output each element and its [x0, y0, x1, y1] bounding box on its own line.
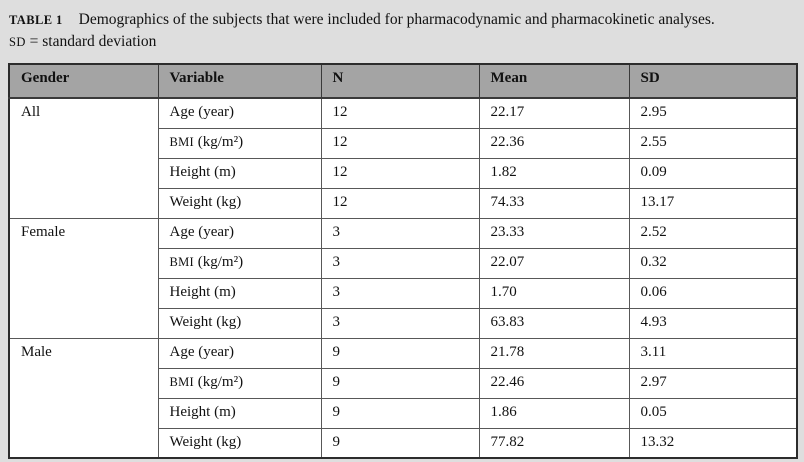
table-row: BMI (kg/m²) 9 22.46 2.97 [9, 367, 798, 399]
variable-cell: Age (year) [157, 217, 322, 249]
table-caption-label: TABLE 1 [9, 13, 63, 27]
col-header-gender: Gender [8, 63, 159, 99]
gender-cell-female: Female [8, 217, 159, 339]
variable-cell: Age (year) [157, 97, 322, 129]
table-row: Male Age (year) 9 21.78 3.11 [8, 337, 798, 459]
table-row: Weight (kg) 3 63.83 4.93 [9, 307, 798, 339]
mean-cell: 1.86 [478, 397, 630, 429]
table-header-row: Gender Variable N Mean SD [8, 63, 798, 99]
mean-cell: 22.17 [478, 97, 630, 129]
table-row: Weight (kg) 9 77.82 13.32 [9, 427, 798, 459]
sd-cell: 2.55 [628, 127, 798, 159]
variable-label: Height (m) [169, 163, 236, 180]
sd-cell: 13.17 [628, 187, 798, 219]
variable-label: (kg/m²) [194, 133, 244, 150]
gender-cell-all: All [8, 97, 159, 219]
sd-cell: 2.52 [628, 217, 798, 249]
variable-cell: Weight (kg) [157, 307, 322, 339]
mean-cell: 74.33 [478, 187, 630, 219]
variable-label: Height (m) [169, 283, 236, 300]
variable-label: Age (year) [169, 343, 235, 360]
sd-cell: 3.11 [628, 337, 798, 369]
variable-label: Age (year) [169, 223, 235, 240]
sd-cell: 2.95 [628, 97, 798, 129]
table-caption-note-abbr: SD [9, 35, 26, 49]
variable-label: Weight (kg) [169, 433, 242, 450]
n-cell: 3 [320, 307, 480, 339]
n-cell: 12 [320, 97, 480, 129]
variable-cell: Height (m) [157, 397, 322, 429]
n-cell: 9 [320, 337, 480, 369]
col-header-mean: Mean [478, 63, 630, 99]
variable-label: Weight (kg) [169, 193, 242, 210]
variable-cell: BMI (kg/m²) [157, 247, 322, 279]
variable-abbr: BMI [169, 374, 195, 389]
demographics-table: Gender Variable N Mean SD All Age (year)… [8, 63, 798, 459]
n-cell: 9 [320, 367, 480, 399]
n-cell: 3 [320, 277, 480, 309]
variable-cell: Height (m) [157, 157, 322, 189]
variable-cell: BMI (kg/m²) [157, 367, 322, 399]
col-header-variable: Variable [157, 63, 322, 99]
table-row: All Age (year) 12 22.17 2.95 [8, 97, 798, 219]
table-body: All Age (year) 12 22.17 2.95 BMI (kg/m²)… [8, 97, 798, 459]
mean-cell: 21.78 [478, 337, 630, 369]
table-caption-title-line: TABLE 1 Demographics of the subjects that… [9, 9, 796, 31]
sd-cell: 13.32 [628, 427, 798, 459]
table-row: Height (m) 9 1.86 0.05 [9, 397, 798, 429]
sd-cell: 0.32 [628, 247, 798, 279]
mean-cell: 22.07 [478, 247, 630, 279]
mean-cell: 1.82 [478, 157, 630, 189]
col-header-n: N [320, 63, 480, 99]
mean-cell: 22.36 [478, 127, 630, 159]
variable-label: Weight (kg) [169, 313, 242, 330]
mean-cell: 77.82 [478, 427, 630, 459]
variable-abbr: BMI [169, 134, 195, 149]
variable-cell: Weight (kg) [157, 427, 322, 459]
table-row: BMI (kg/m²) 12 22.36 2.55 [9, 127, 798, 159]
mean-cell: 1.70 [478, 277, 630, 309]
table-row: Height (m) 3 1.70 0.06 [9, 277, 798, 309]
variable-cell: Age (year) [157, 337, 322, 369]
variable-label: (kg/m²) [194, 253, 244, 270]
sd-cell: 0.06 [628, 277, 798, 309]
sd-cell: 4.93 [628, 307, 798, 339]
col-header-sd: SD [628, 63, 798, 99]
sd-cell: 2.97 [628, 367, 798, 399]
variable-label: Height (m) [169, 403, 236, 420]
variable-cell: BMI (kg/m²) [157, 127, 322, 159]
variable-cell: Weight (kg) [157, 187, 322, 219]
variable-cell: Height (m) [157, 277, 322, 309]
table-header: Gender Variable N Mean SD [8, 63, 798, 99]
variable-abbr: BMI [169, 254, 195, 269]
n-cell: 12 [320, 127, 480, 159]
n-cell: 3 [320, 217, 480, 249]
variable-label: Age (year) [169, 104, 235, 120]
gender-cell-male: Male [8, 337, 159, 459]
table-caption-text: Demographics of the subjects that were i… [78, 11, 715, 28]
table-row: Female Age (year) 3 23.33 2.52 [8, 217, 798, 339]
n-cell: 9 [320, 427, 480, 459]
table-caption: TABLE 1 Demographics of the subjects that… [9, 9, 796, 53]
n-cell: 12 [320, 187, 480, 219]
sd-cell: 0.09 [628, 157, 798, 189]
mean-cell: 63.83 [478, 307, 630, 339]
n-cell: 12 [320, 157, 480, 189]
mean-cell: 23.33 [478, 217, 630, 249]
sd-cell: 0.05 [628, 397, 798, 429]
variable-label: (kg/m²) [194, 373, 244, 390]
table-caption-note-line: SD = standard deviation [9, 31, 796, 53]
n-cell: 9 [320, 397, 480, 429]
table-row: Weight (kg) 12 74.33 13.17 [9, 187, 798, 219]
n-cell: 3 [320, 247, 480, 279]
mean-cell: 22.46 [478, 367, 630, 399]
table-caption-note-text: = standard deviation [25, 33, 157, 50]
